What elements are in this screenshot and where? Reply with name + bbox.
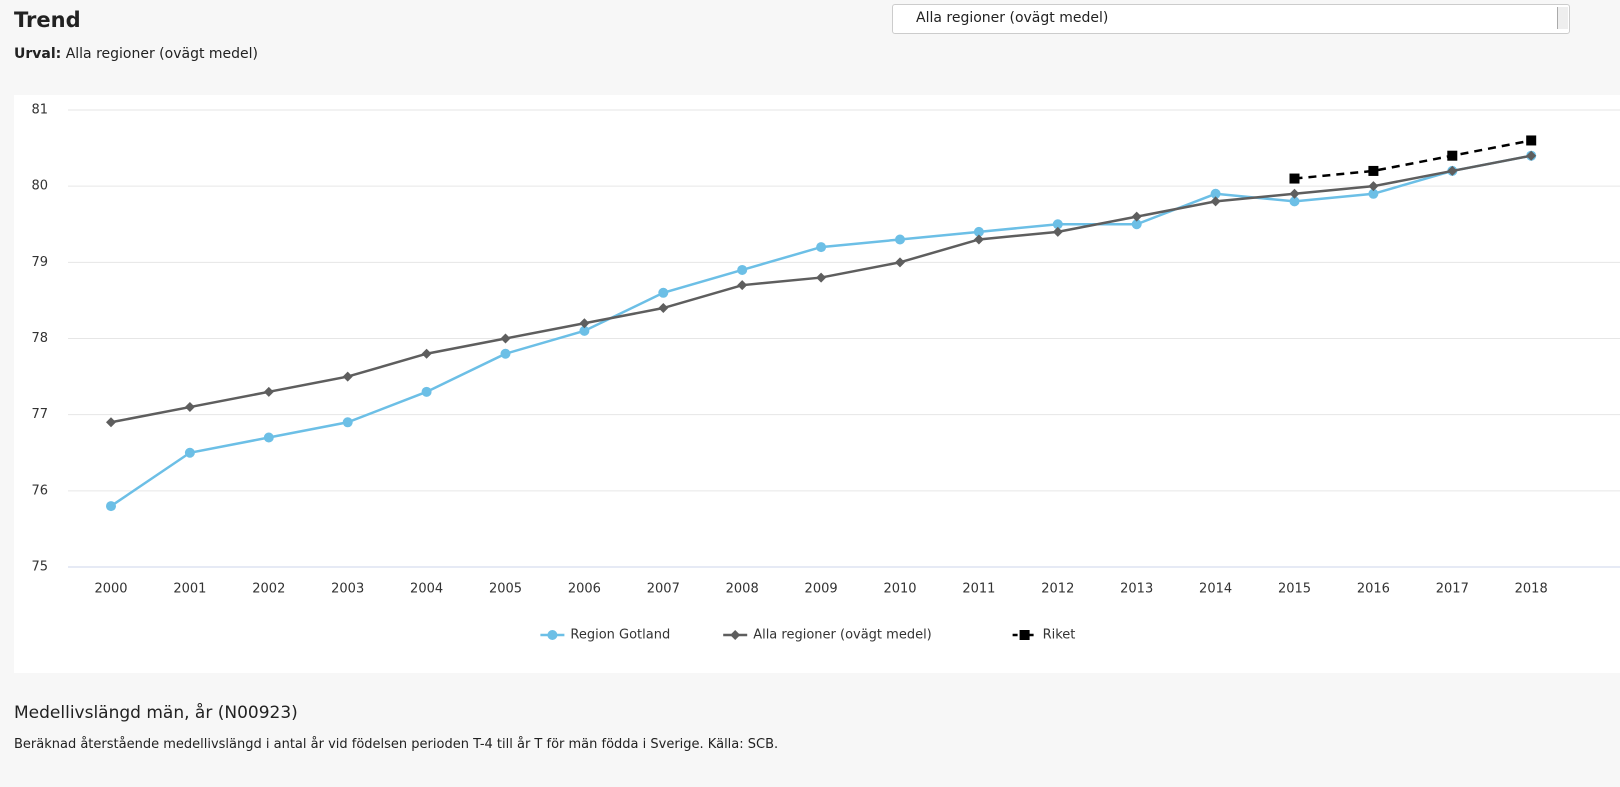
x-tick-label: 2014 — [1199, 582, 1232, 597]
selection-value: Alla regioner (ovägt medel) — [65, 46, 259, 62]
title: Trend — [14, 8, 81, 32]
x-tick-label: 2006 — [568, 582, 601, 597]
y-tick-label: 78 — [31, 331, 48, 346]
data-point — [421, 386, 432, 397]
data-point — [1447, 150, 1458, 161]
y-tick-label: 77 — [31, 407, 48, 422]
data-point — [263, 432, 274, 443]
series-line — [1294, 139, 1532, 180]
chart-bg — [14, 95, 1620, 673]
legend-label: Alla regioner (ovägt medel) — [753, 628, 932, 643]
data-point — [1131, 211, 1142, 222]
y-tick-label: 76 — [31, 483, 48, 498]
data-point — [1289, 196, 1300, 207]
data-point — [1289, 188, 1300, 199]
data-point — [973, 226, 984, 237]
footer-title: Medellivslängd män, år (N00923) — [14, 703, 298, 723]
legend-marker — [1019, 630, 1030, 640]
x-tick-label: 2005 — [489, 582, 522, 597]
data-point — [1526, 150, 1537, 161]
x-tick-label: 2013 — [1120, 582, 1153, 597]
data-point — [1210, 196, 1221, 207]
data-point — [658, 287, 669, 298]
data-point — [1447, 165, 1458, 176]
data-point — [184, 402, 195, 413]
x-tick-label: 2011 — [962, 582, 995, 597]
data-point — [816, 242, 827, 253]
data-point — [1526, 135, 1537, 146]
data-point — [1368, 181, 1379, 192]
y-tick-label: 81 — [31, 103, 48, 118]
x-tick-label: 2009 — [805, 582, 838, 597]
y-tick-label: 75 — [31, 560, 48, 575]
x-tick-label: 2015 — [1278, 582, 1311, 597]
data-point — [1210, 188, 1221, 199]
legend-label: Region Gotland — [570, 628, 670, 643]
x-tick-label: 2008 — [726, 582, 759, 597]
data-point — [421, 348, 432, 359]
data-point — [579, 325, 590, 336]
x-tick-label: 2018 — [1515, 582, 1548, 597]
data-point — [263, 386, 274, 397]
data-point — [184, 447, 195, 458]
data-point — [500, 333, 511, 344]
data-point — [1131, 219, 1142, 230]
data-point — [895, 234, 905, 245]
data-point — [342, 417, 353, 428]
chart: 75 76 77 78 79 80 81 2000 2001 2002 2003 2004 2005 20… — [14, 95, 1620, 673]
dropdown-value: Alla regioner (ovägt medel) — [916, 10, 1109, 26]
dropdown-button[interactable] — [1557, 7, 1568, 29]
x-tick-label: 2012 — [1041, 582, 1074, 597]
x-tick-label: 2001 — [173, 582, 206, 597]
data-point — [106, 501, 116, 512]
x-tick-label: 2007 — [647, 582, 680, 597]
legend-marker — [547, 630, 558, 640]
dropdown[interactable]: Alla regioner (ovägt medel) — [892, 4, 1570, 34]
x-tick-label: 2003 — [331, 582, 364, 597]
x-tick-label: 2016 — [1357, 582, 1390, 597]
data-point — [500, 348, 511, 359]
footer-description: Beräknad återstående medellivslängd i an… — [14, 737, 779, 752]
data-point — [1052, 226, 1063, 237]
y-tick-label: 80 — [31, 179, 48, 194]
data-point — [1052, 219, 1063, 230]
data-point — [342, 371, 353, 382]
x-tick-label: 2017 — [1436, 582, 1469, 597]
x-tick-label: 2002 — [252, 582, 285, 597]
data-point — [816, 272, 827, 283]
y-tick-label: 79 — [31, 255, 48, 270]
data-point — [579, 318, 590, 329]
data-point — [973, 234, 984, 245]
data-point — [895, 257, 905, 268]
data-point — [106, 417, 116, 428]
selection: Urval: Alla regioner (ovägt medel) — [14, 46, 258, 62]
legend-label: Riket — [1043, 628, 1076, 643]
data-point — [658, 303, 669, 314]
x-tick-label: 2010 — [883, 582, 916, 597]
selection-label: Urval: — [14, 46, 62, 62]
data-point — [1368, 165, 1379, 176]
legend-marker — [730, 630, 741, 640]
data-point — [737, 264, 748, 275]
x-tick-label: 2004 — [410, 582, 443, 597]
x-tick-label: 2000 — [94, 582, 127, 597]
data-point — [1368, 188, 1379, 199]
data-point — [737, 280, 748, 291]
data-point — [1289, 173, 1300, 184]
